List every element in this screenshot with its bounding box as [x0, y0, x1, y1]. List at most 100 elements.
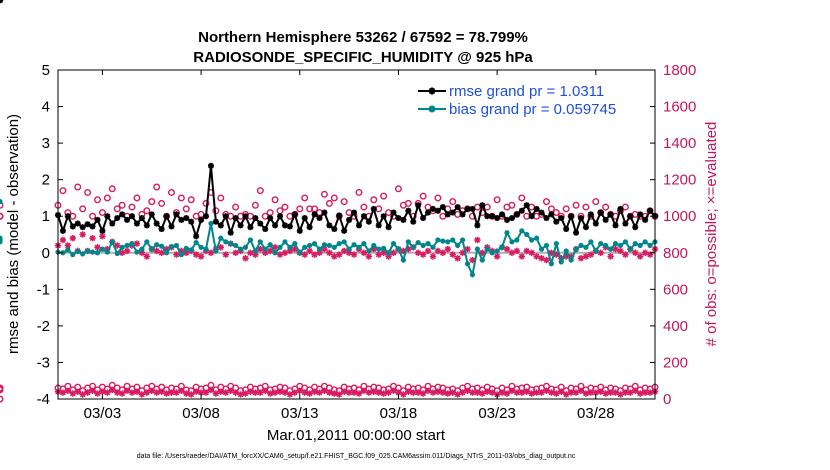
bias-point	[366, 248, 372, 254]
bias-point	[173, 242, 180, 249]
obs-evaluated-lower-point	[340, 388, 348, 395]
obs-evaluated-lower-point	[592, 389, 599, 396]
rmse-point	[563, 226, 570, 233]
rmse-point	[558, 215, 565, 222]
bias-point	[331, 244, 337, 250]
legend-rmse-marker	[428, 87, 436, 95]
obs-evaluated-point	[207, 249, 215, 256]
right-tick-label: 0	[663, 391, 671, 408]
rmse-point	[207, 162, 214, 169]
bias-point	[450, 237, 456, 243]
obs-evaluated-point	[281, 249, 289, 256]
obs-evaluated-lower-point	[316, 389, 323, 396]
obs-evaluated-lower-point	[217, 388, 225, 395]
rmse-point	[0, 0, 3, 3]
obs-evaluated-point	[414, 249, 422, 256]
rmse-point	[464, 205, 471, 212]
rmse-point	[59, 227, 66, 234]
bias-point	[568, 257, 574, 263]
rmse-point	[69, 223, 76, 230]
rmse-point	[94, 216, 101, 223]
obs-evaluated-lower-point	[558, 388, 565, 395]
obs-evaluated-lower-point	[296, 387, 303, 394]
obs-evaluated-lower-point	[197, 389, 205, 396]
bias-point	[321, 242, 328, 248]
bias-point	[420, 242, 426, 249]
obs-evaluated-point	[306, 247, 313, 255]
obs-evaluated-lower-point	[123, 387, 131, 394]
rmse-point	[262, 226, 269, 233]
bias-point	[119, 244, 125, 250]
right-tick-label: 1400	[663, 135, 696, 152]
x-axis-label: Mar.01,2011 00:00:00 start	[267, 427, 446, 444]
data-file-footer: data file: /Users/raeder/DAI/ATM_forcXX/…	[137, 453, 576, 460]
chart-title-line2: RADIOSONDE_SPECIFIC_HUMIDITY @ 925 hPa	[193, 49, 533, 66]
obs-evaluated-point	[474, 236, 481, 244]
obs-evaluated-lower-point	[400, 391, 407, 398]
rmse-point	[311, 211, 318, 218]
obs-evaluated-lower-point	[553, 390, 560, 397]
bias-point	[558, 259, 564, 265]
bias-point	[361, 241, 367, 247]
rmse-point	[518, 207, 525, 214]
x-tick-label: 03/08	[182, 405, 220, 422]
rmse-point	[425, 209, 432, 216]
bias-point	[524, 231, 530, 238]
bias-point	[376, 246, 382, 252]
rmse-point	[124, 216, 131, 223]
obs-evaluated-lower-point	[64, 387, 72, 394]
bias-point	[553, 241, 559, 247]
obs-evaluated-lower-point	[523, 388, 530, 395]
obs-evaluated-lower-point	[59, 389, 67, 396]
obs-possible-point	[158, 199, 166, 207]
obs-evaluated-lower-point	[459, 389, 466, 396]
obs-evaluated-lower-point	[227, 387, 234, 394]
obs-evaluated-lower-point	[484, 388, 491, 395]
obs-evaluated-lower-point	[331, 390, 338, 397]
rmse-point	[355, 222, 362, 229]
obs-evaluated-point	[429, 253, 437, 260]
rmse-point	[74, 220, 81, 227]
rmse-point	[592, 220, 599, 227]
obs-evaluated-lower-point	[365, 389, 373, 396]
obs-possible-point	[572, 201, 580, 209]
rmse-point	[553, 218, 560, 225]
obs-possible-point	[404, 199, 412, 207]
bias-point	[114, 250, 120, 257]
bias-point	[395, 246, 402, 252]
bias-point	[504, 230, 510, 236]
obs-evaluated-lower-point	[577, 387, 585, 394]
rmse-point	[281, 222, 288, 229]
bias-point	[346, 246, 352, 252]
bias-point	[307, 242, 313, 249]
bias-point	[163, 250, 170, 256]
bias-point	[262, 246, 268, 252]
right-tick-label: 1000	[663, 208, 696, 225]
bias-point	[642, 239, 648, 245]
obs-evaluated-point	[222, 251, 229, 258]
obs-evaluated-lower-point	[192, 388, 200, 395]
bias-point	[593, 248, 599, 254]
obs-evaluated-point	[158, 249, 165, 256]
obs-evaluated-lower-point	[163, 390, 170, 397]
bias-point	[218, 235, 224, 241]
rmse-point	[375, 222, 382, 229]
obs-evaluated-lower-point	[247, 388, 254, 395]
bias-point	[267, 242, 273, 248]
x-axis: 03/03 03/08 03/13 03/18 03/23 03/28	[84, 70, 615, 422]
rmse-point	[548, 211, 555, 218]
obs-possible-point	[113, 205, 121, 213]
obs-possible-point	[74, 183, 82, 191]
rmse-point	[326, 222, 333, 229]
rmse-point	[272, 222, 279, 229]
obs-evaluated-lower-point	[207, 386, 215, 394]
right-tick-label: 1200	[663, 172, 696, 189]
rmse-point	[474, 222, 481, 229]
obs-evaluated-lower-point	[385, 389, 392, 396]
obs-possible-point	[325, 199, 333, 207]
left-tick-label: -1	[37, 281, 50, 298]
obs-evaluated-lower-point	[587, 389, 595, 396]
bias-point	[583, 244, 589, 250]
rmse-point	[370, 205, 377, 212]
obs-evaluated-lower-point	[74, 388, 81, 395]
